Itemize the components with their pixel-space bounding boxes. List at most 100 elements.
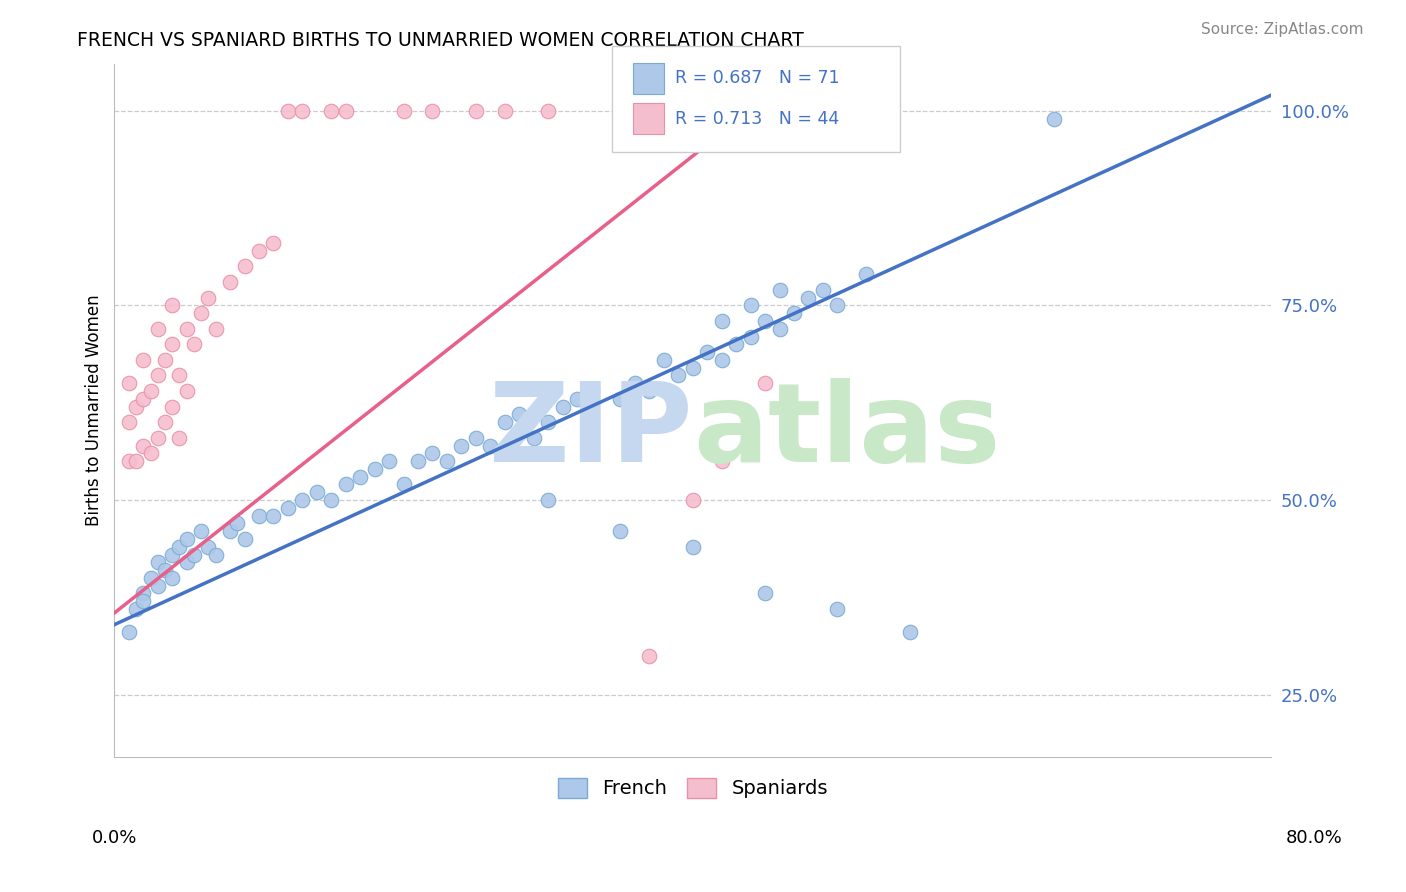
Point — [321, 103, 343, 118]
Point — [811, 283, 834, 297]
Point — [262, 236, 284, 251]
Point — [1043, 112, 1066, 126]
Point — [197, 540, 219, 554]
Point — [132, 594, 155, 608]
Point — [523, 431, 546, 445]
Point — [169, 431, 191, 445]
Point — [378, 454, 401, 468]
Point — [754, 376, 776, 391]
Point — [392, 477, 415, 491]
Point — [494, 103, 516, 118]
Point — [118, 454, 141, 468]
Point — [725, 337, 748, 351]
Point — [219, 275, 242, 289]
Point — [666, 368, 689, 383]
Point — [797, 291, 820, 305]
Point — [609, 103, 631, 118]
Point — [183, 548, 205, 562]
Point — [132, 352, 155, 367]
Point — [291, 103, 314, 118]
Point — [118, 625, 141, 640]
Point — [551, 400, 574, 414]
Text: 80.0%: 80.0% — [1286, 829, 1343, 847]
Point — [349, 469, 371, 483]
Point — [277, 500, 299, 515]
Point — [392, 103, 415, 118]
Point — [197, 291, 219, 305]
Point — [233, 532, 256, 546]
Point — [406, 454, 429, 468]
Point — [479, 439, 502, 453]
Legend: French, Spaniards: French, Spaniards — [550, 770, 835, 806]
Point — [754, 586, 776, 600]
Point — [247, 508, 270, 523]
Text: ZIP: ZIP — [489, 378, 693, 485]
Point — [827, 602, 849, 616]
Point — [422, 446, 444, 460]
Point — [450, 439, 472, 453]
Point — [169, 540, 191, 554]
Point — [696, 345, 718, 359]
Point — [710, 314, 733, 328]
Text: 0.0%: 0.0% — [91, 829, 136, 847]
Point — [219, 524, 242, 539]
Point — [153, 415, 176, 429]
Point — [740, 329, 762, 343]
Point — [139, 571, 162, 585]
Point — [682, 360, 704, 375]
Y-axis label: Births to Unmarried Women: Births to Unmarried Women — [86, 294, 103, 526]
Point — [638, 648, 661, 663]
Point — [436, 454, 458, 468]
Point — [682, 540, 704, 554]
Point — [162, 298, 184, 312]
Point — [125, 454, 148, 468]
Point — [710, 454, 733, 468]
Text: R = 0.687   N = 71: R = 0.687 N = 71 — [675, 70, 839, 87]
Text: Source: ZipAtlas.com: Source: ZipAtlas.com — [1201, 22, 1364, 37]
Point — [291, 493, 314, 508]
Point — [132, 392, 155, 406]
Point — [855, 267, 877, 281]
Point — [139, 446, 162, 460]
Point — [204, 548, 226, 562]
Point — [190, 306, 212, 320]
Point — [638, 384, 661, 398]
Point — [494, 415, 516, 429]
Point — [226, 516, 249, 531]
Point — [754, 314, 776, 328]
Point — [153, 563, 176, 577]
Point — [125, 602, 148, 616]
Point — [176, 555, 198, 569]
Point — [176, 384, 198, 398]
Point — [609, 524, 631, 539]
Point — [898, 625, 921, 640]
Point — [609, 392, 631, 406]
Point — [768, 322, 790, 336]
Point — [335, 477, 357, 491]
Point — [422, 103, 444, 118]
Point — [710, 352, 733, 367]
Point — [146, 431, 169, 445]
Point — [162, 400, 184, 414]
Point — [305, 485, 328, 500]
Text: FRENCH VS SPANIARD BIRTHS TO UNMARRIED WOMEN CORRELATION CHART: FRENCH VS SPANIARD BIRTHS TO UNMARRIED W… — [77, 31, 804, 50]
Point — [247, 244, 270, 258]
Point — [565, 392, 588, 406]
Point — [783, 306, 806, 320]
Point — [581, 384, 603, 398]
Point — [146, 555, 169, 569]
Point — [176, 532, 198, 546]
Point — [321, 493, 343, 508]
Point — [464, 431, 486, 445]
Point — [153, 352, 176, 367]
Point — [183, 337, 205, 351]
Point — [162, 337, 184, 351]
Point — [537, 493, 560, 508]
Point — [139, 384, 162, 398]
Point — [204, 322, 226, 336]
Point — [118, 376, 141, 391]
Point — [277, 103, 299, 118]
Point — [262, 508, 284, 523]
Point — [508, 408, 530, 422]
Point — [125, 400, 148, 414]
